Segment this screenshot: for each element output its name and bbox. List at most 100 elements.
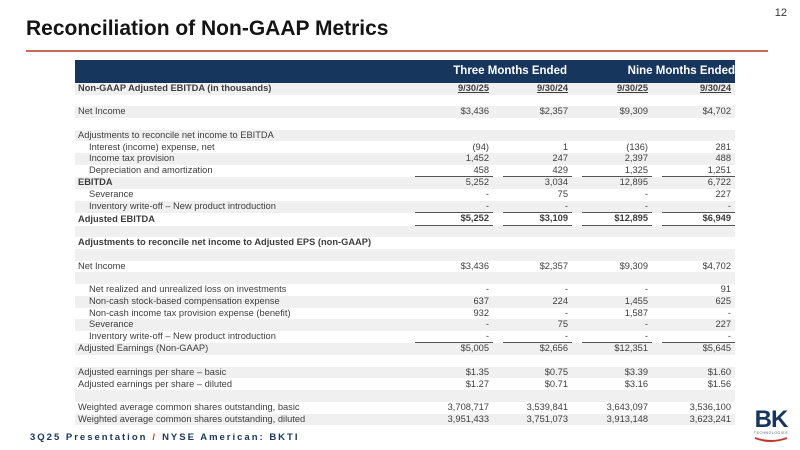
cell-value: $1.56 — [707, 378, 731, 389]
cell-value — [493, 226, 572, 238]
cell-value — [493, 130, 572, 142]
cell-value — [652, 390, 735, 402]
cell-value: 1,325 — [572, 165, 652, 178]
spacer-row — [75, 249, 735, 261]
group-header-nine-months: Nine Months Ended — [627, 65, 735, 77]
row-label: Adjusted earnings per share – diluted — [78, 378, 233, 389]
table-row: Adjustments to reconcile net income to E… — [75, 129, 735, 142]
cell-value: 75 — [557, 189, 568, 200]
cell-value: 6,722 — [707, 177, 731, 188]
table-row: Severance - 75 - 227 — [75, 189, 735, 201]
group-header-three-months: Three Months Ended — [453, 65, 567, 77]
table-row: Severance - 75 - 227 — [75, 319, 735, 331]
table-row: Interest (income) expense, net (94) 1 (136)… — [75, 141, 735, 153]
row-label: Net Income — [78, 260, 126, 271]
cell-value — [493, 390, 572, 402]
cell-value: 75 — [557, 319, 568, 330]
cell-value — [572, 95, 652, 107]
cell-value: - — [493, 331, 572, 344]
row-label: Severance — [89, 319, 134, 330]
cell-value — [572, 226, 652, 238]
cell-value: $0.71 — [544, 378, 568, 389]
table-row: Adjusted earnings per share – basic $1.35… — [75, 366, 735, 379]
row-label: Severance — [89, 189, 134, 200]
reconciliation-table-body: Non-GAAP Adjusted EBITDA (in thousands) 9… — [75, 83, 735, 426]
cell-value — [405, 272, 493, 284]
row-label: Weighted average common shares outstandi… — [78, 401, 300, 412]
cell-value: 91 — [720, 284, 731, 295]
cell-value: - — [485, 189, 489, 200]
row-label: Adjustments to reconcile net income to A… — [78, 237, 372, 248]
cell-value: $3,109 — [493, 213, 572, 226]
row-label: Depreciation and amortization — [89, 165, 213, 176]
row-label: Net realized and unrealized loss on inve… — [89, 284, 287, 295]
cell-value: 1,455 — [624, 295, 648, 306]
cell-value: - — [644, 189, 648, 200]
row-label: Non-cash income tax provision expense (b… — [89, 307, 291, 318]
bk-logo-text: BK — [755, 406, 789, 433]
cell-value — [405, 95, 493, 107]
cell-value: $4,702 — [702, 260, 731, 271]
cell-value: 3,539,841 — [526, 401, 568, 412]
row-label: Adjusted Earnings (Non-GAAP) — [78, 343, 209, 354]
row-label — [75, 118, 405, 130]
footer: 3Q25 Presentation / NYSE American: BKTI — [30, 432, 299, 443]
cell-value: 3,708,717 — [447, 401, 489, 412]
footer-listing-label: NYSE American: BKTI — [162, 432, 300, 443]
row-label — [75, 226, 405, 238]
table-row: Non-GAAP Adjusted EBITDA (in thousands) 9… — [75, 83, 735, 95]
row-label — [75, 95, 405, 107]
cell-value — [652, 118, 735, 130]
cell-value: $3,436 — [460, 260, 489, 271]
cell-value: - — [485, 319, 489, 330]
cell-value — [652, 95, 735, 107]
cell-value: (94) — [472, 141, 489, 152]
cell-value: 281 — [715, 141, 731, 152]
row-label: Adjustments to reconcile net income to E… — [78, 129, 274, 140]
bk-logo-swoosh — [754, 437, 788, 442]
cell-value: 3,951,433 — [447, 413, 489, 424]
cell-value — [652, 249, 735, 261]
cell-value: 932 — [473, 307, 489, 318]
table-row: Net Income $3,436 $2,357 $9,309 $4,702 — [75, 106, 735, 119]
cell-value: 12,895 — [619, 177, 648, 188]
cell-value: - — [564, 307, 568, 318]
cell-value: $3.16 — [624, 378, 648, 389]
spacer-row — [75, 355, 735, 367]
table-row: Adjusted earnings per share – diluted $1.… — [75, 378, 735, 390]
cell-value: - — [727, 307, 731, 318]
cell-value: 488 — [715, 153, 731, 164]
cell-value — [405, 249, 493, 261]
cell-value — [572, 237, 652, 249]
row-label — [75, 272, 405, 284]
bk-logo: BK TECHNOLOGIES — [754, 406, 790, 442]
cell-value: 3,623,241 — [689, 413, 731, 424]
cell-value: 9/30/25 — [616, 83, 648, 94]
table-row: Income tax provision 1,452 247 2,397 488 — [75, 153, 735, 165]
cell-value — [572, 355, 652, 367]
cell-value: - — [564, 284, 568, 295]
table-row: Inventory write-off – New product introd… — [75, 200, 735, 214]
row-label: Inventory write-off – New product introd… — [89, 201, 276, 212]
cell-value: 1,251 — [652, 165, 735, 178]
table-row: Non-cash income tax provision expense (b… — [75, 308, 735, 320]
cell-value: - — [572, 201, 652, 214]
row-label: Income tax provision — [89, 153, 175, 164]
cell-value — [652, 130, 735, 142]
row-label: Adjusted EBITDA — [78, 213, 155, 224]
table-header-bar: Three Months Ended Nine Months Ended — [75, 60, 735, 83]
cell-value: 458 — [405, 165, 493, 178]
row-label — [75, 249, 405, 261]
cell-value: - — [652, 331, 735, 344]
cell-value — [652, 272, 735, 284]
spacer-row — [75, 225, 735, 238]
cell-value: $3,436 — [460, 106, 489, 117]
cell-value — [405, 390, 493, 402]
cell-value: 9/30/24 — [536, 83, 568, 94]
cell-value: $4,702 — [702, 106, 731, 117]
cell-value — [572, 130, 652, 142]
cell-value: $6,949 — [652, 213, 735, 226]
cell-value: $2,357 — [539, 260, 568, 271]
row-label: Adjusted earnings per share – basic — [78, 366, 227, 377]
